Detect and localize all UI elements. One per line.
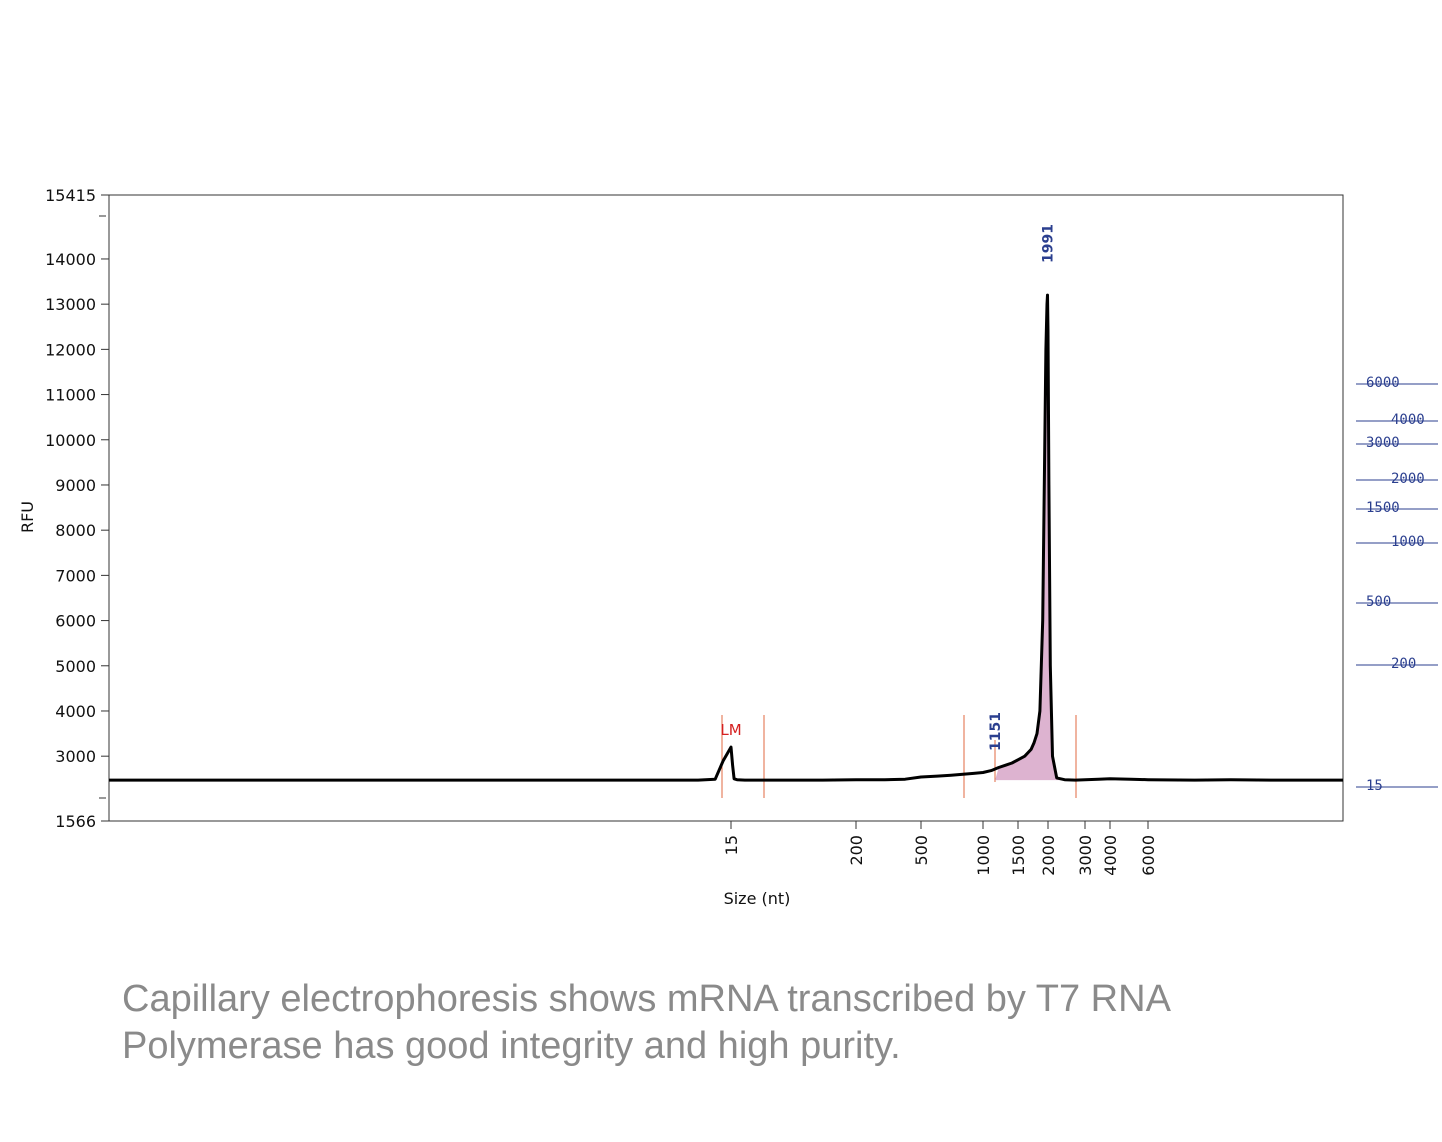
x-tick-label: 15 [722,835,741,855]
x-tick-label: 200 [847,835,866,866]
y-tick-label: 15415 [45,186,96,205]
ladder-label: 4000 [1391,412,1425,428]
ladder-label: 6000 [1366,375,1400,391]
y-tick-label: 10000 [45,431,96,450]
y-tick-label: 7000 [55,566,96,585]
y-tick-label: 5000 [55,657,96,676]
y-tick-label: 4000 [55,702,96,721]
x-tick-label: 500 [912,835,931,866]
lower-marker-label: LM [720,721,741,739]
x-tick-label: 3000 [1076,835,1095,876]
peak-label-secondary: 1151 [988,712,1004,751]
integration-region-lines [721,715,1077,798]
electropherogram-chart: 15415 14000 13000 12000 11000 10000 9000 8000 70… [18,186,1438,908]
ladder-label: 1500 [1366,500,1400,516]
rfu-trace-line [109,293,1343,782]
ladder-scale: 6000 4000 3000 2000 1500 1000 500 200 15 [1356,375,1438,794]
ladder-label: 500 [1366,594,1391,610]
x-axis-title: Size (nt) [724,889,791,908]
y-tick-label: 12000 [45,340,96,359]
plot-area [108,194,1344,822]
ladder-label: 15 [1366,778,1383,794]
y-tick-label: 3000 [55,747,96,766]
y-tick-label: 13000 [45,295,96,314]
figure-caption: Capillary electrophoresis shows mRNA tra… [122,978,1169,1067]
x-tick-label: 4000 [1101,835,1120,876]
x-tick-label: 6000 [1139,835,1158,876]
y-tick-label: 11000 [45,386,96,405]
peak-labels: 1991 1151 LM [720,224,1056,751]
y-tick-label: 8000 [55,521,96,540]
ladder-label: 200 [1391,656,1416,672]
trace-layer [109,293,1343,782]
y-tick-label: 6000 [55,612,96,631]
y-axis: 15415 14000 13000 12000 11000 10000 9000 8000 70… [45,186,109,831]
y-tick-label: 1566 [55,812,96,831]
ladder-label: 1000 [1391,534,1425,550]
ladder-label: 2000 [1391,471,1425,487]
ladder-label: 3000 [1366,435,1400,451]
peak-label-main: 1991 [1041,224,1057,263]
y-axis-title: RFU [18,501,37,533]
y-tick-label: 14000 [45,250,96,269]
x-tick-label: 1000 [974,835,993,876]
y-tick-label: 9000 [55,476,96,495]
x-axis: 15 200 500 1000 1500 2000 3000 4000 6000 [722,821,1158,876]
x-tick-label: 1500 [1009,835,1028,876]
x-tick-label: 2000 [1039,835,1058,876]
